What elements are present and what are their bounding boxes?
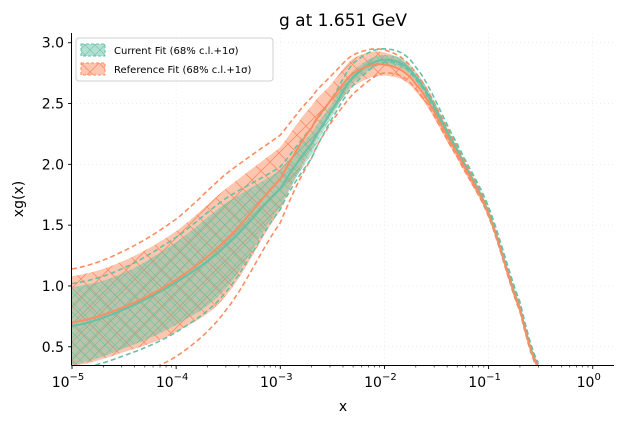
y-axis-label: xg(x) (11, 181, 27, 217)
y-tick-label: 3.0 (42, 36, 64, 52)
y-tick-label: 2.0 (42, 157, 64, 173)
y-ticks: 0.5 1.0 1.5 2.0 2.5 3.0 (42, 36, 72, 356)
legend: Current Fit (68% c.l.+1σ) Reference Fit … (75, 37, 274, 82)
x-tick-label: 100 (577, 372, 601, 391)
band-hatch-current (72, 54, 539, 365)
x-ticks: 10−5 10−4 10−3 10−2 10−1 100 (52, 365, 601, 391)
bound-outer-lower-reference (158, 72, 537, 365)
legend-entry-current: Current Fit (68% c.l.+1σ) (80, 43, 239, 57)
legend-frame (75, 37, 274, 82)
bound-outer-upper-reference (72, 48, 540, 365)
legend-label-reference: Reference Fit (68% c.l.+1σ) (114, 65, 251, 76)
central-line-reference (72, 63, 539, 365)
x-tick-label: 10−1 (468, 372, 501, 391)
y-tick-label: 2.5 (42, 97, 64, 113)
x-tick-label: 10−3 (260, 372, 293, 391)
bound-outer-lower-current (92, 61, 538, 365)
x-axis-label: x (339, 399, 347, 415)
y-tick-label: 1.5 (42, 218, 64, 234)
bound-outer-upper-current (72, 48, 540, 363)
chart-title: g at 1.651 GeV (279, 11, 407, 31)
series-lines (72, 48, 540, 365)
legend-swatch-current-hatch (81, 44, 105, 56)
x-tick-label: 10−4 (156, 372, 189, 391)
x-tick-label: 10−2 (364, 372, 397, 391)
bands (72, 51, 539, 365)
y-tick-label: 1.0 (42, 279, 64, 295)
legend-label-current: Current Fit (68% c.l.+1σ) (114, 46, 239, 57)
x-tick-label: 10−5 (52, 372, 85, 391)
y-tick-label: 0.5 (42, 340, 64, 356)
legend-swatch-reference-hatch (81, 63, 105, 75)
legend-entry-reference: Reference Fit (68% c.l.+1σ) (80, 62, 251, 76)
